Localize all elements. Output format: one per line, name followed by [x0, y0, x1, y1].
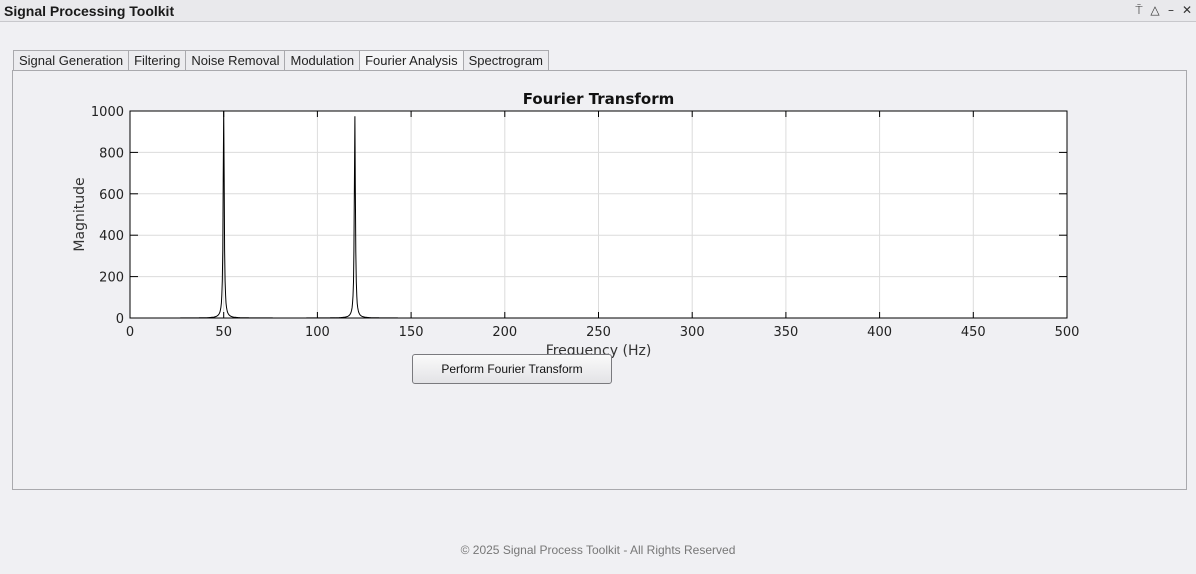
y-tick-label: 800: [99, 146, 124, 161]
y-tick-label: 1000: [91, 105, 124, 120]
x-tick-label: 250: [586, 325, 611, 340]
tab-filtering[interactable]: Filtering: [128, 50, 186, 71]
y-tick-label: 400: [99, 229, 124, 244]
collapse-icon[interactable]: △: [1150, 3, 1160, 17]
perform-fourier-transform-button[interactable]: Perform Fourier Transform: [412, 354, 612, 384]
tab-spectrogram[interactable]: Spectrogram: [462, 50, 549, 71]
x-tick-label: 200: [492, 325, 517, 340]
chart-title: Fourier Transform: [523, 90, 675, 108]
tab-signal-generation[interactable]: Signal Generation: [13, 50, 129, 71]
tab-bar: Signal Generation Filtering Noise Remova…: [13, 50, 549, 71]
x-tick-label: 400: [867, 325, 892, 340]
y-tick-label: 0: [116, 312, 124, 327]
title-bar: Signal Processing Toolkit ⍑ △ – ✕: [0, 0, 1196, 22]
x-tick-label: 300: [680, 325, 705, 340]
x-tick-label: 100: [305, 325, 330, 340]
x-tick-label: 450: [961, 325, 986, 340]
x-tick-label: 500: [1055, 325, 1080, 340]
pin-icon[interactable]: ⍑: [1135, 3, 1143, 17]
x-tick-label: 150: [399, 325, 424, 340]
footer-copyright: © 2025 Signal Process Toolkit - All Righ…: [460, 543, 736, 557]
x-tick-label: 0: [126, 325, 134, 340]
y-tick-label: 600: [99, 188, 124, 203]
window-title: Signal Processing Toolkit: [4, 3, 175, 19]
x-tick-label: 350: [773, 325, 798, 340]
plot-frame: [129, 110, 1068, 319]
tab-noise-removal[interactable]: Noise Removal: [185, 50, 285, 71]
y-tick-label: 200: [99, 271, 124, 286]
fourier-chart: Fourier Transform Frequency (Hz) Magnitu…: [72, 90, 1080, 359]
close-icon[interactable]: ✕: [1181, 3, 1193, 17]
y-axis-label: Magnitude: [72, 177, 88, 251]
minimize-icon[interactable]: –: [1168, 3, 1174, 17]
x-tick-label: 50: [215, 325, 232, 340]
